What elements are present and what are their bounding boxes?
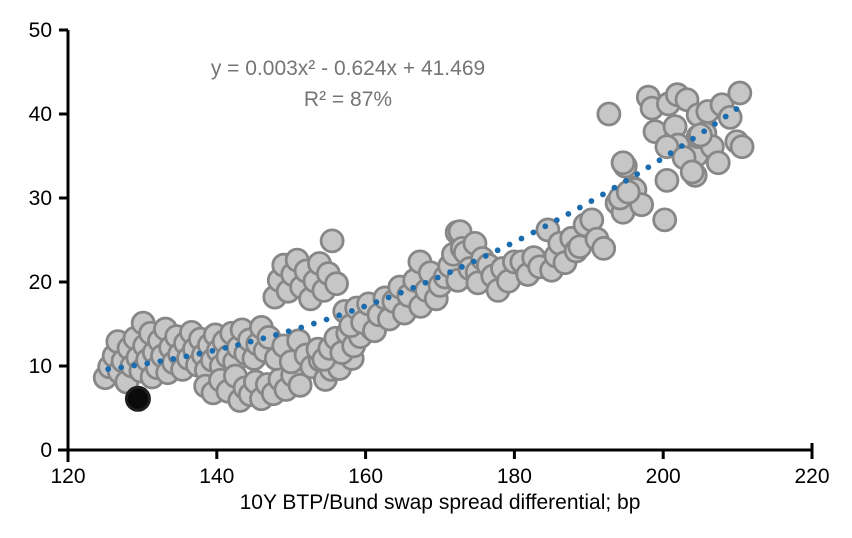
trendline-dot [576,204,583,211]
y-tick-label: 50 [29,19,52,42]
trendline-dot [565,210,572,217]
trendline-dot [183,353,190,360]
trendline-dot [506,241,513,248]
data-point [679,159,705,185]
trendline-dot [733,106,740,112]
data-point [729,134,755,160]
trendline-dot [235,341,241,348]
trendline-dot [144,360,151,367]
data-point [688,122,713,148]
trendline-dot [518,235,525,242]
trendline-dot [712,121,718,127]
trendline-dot [260,335,267,342]
trendline-dot [209,347,216,354]
trendline-dot [131,362,138,369]
data-point [596,101,622,127]
trendline-dot [634,171,641,178]
x-tick-label: 120 [50,465,85,488]
trendline-dot [611,184,618,191]
data-point [610,150,636,176]
x-axis-title: 10Y BTP/Bund swap spread differential; b… [239,491,641,514]
x-tick-label: 140 [199,465,234,488]
trendline-dot [690,135,696,142]
trendline-dot [298,324,305,331]
trendline-dot [410,284,417,291]
trendline-dot [398,289,404,296]
trendline-dot [285,328,292,335]
trendline-dot [118,364,125,371]
data-point [319,228,345,254]
trendline-dot [678,143,685,149]
data-point [615,179,641,205]
trendline-dot [530,229,537,236]
r-squared-text: R² = 87% [303,88,393,111]
data-point [324,271,349,297]
trendline-dot [310,320,317,327]
trendline-dot [385,294,392,301]
trendline-dot [542,223,549,230]
trendline-dot [459,264,465,270]
trendline-dot [623,177,629,184]
trendline-dot [105,366,112,373]
trendline-dot [348,308,355,314]
trendline-dot [361,303,368,310]
trendline-dot [336,312,343,319]
trendline-dot [553,217,560,224]
trendline-dot [222,344,229,351]
x-tick-label: 180 [497,465,532,488]
trendline-dot [667,150,674,157]
y-tick-label: 20 [29,271,52,294]
data-point [727,80,753,106]
scatter-points [92,80,755,413]
trendline-dot [422,279,429,286]
data-point [287,372,313,398]
trendline-dot [273,331,279,338]
trendline-dot [482,253,489,259]
data-point [654,167,680,193]
data-point [591,235,617,261]
trendline-dot [701,128,708,135]
equation-text: y = 0.003x² - 0.624x + 41.469 [210,57,486,80]
x-tick-label: 160 [348,465,383,488]
trendline-dot [247,338,254,345]
trendline-dot [373,299,380,305]
trendline-dot [447,269,453,276]
y-tick-label: 30 [29,187,52,210]
trendline-dot [170,355,177,362]
trendline-dot [645,164,652,171]
trendline-dot [323,316,330,323]
y-tick-label: 10 [29,355,52,378]
trendline [105,106,740,373]
x-tick-label: 220 [794,465,829,488]
data-point [652,207,678,233]
trendline-dot [656,157,663,164]
trendline-dot [434,274,441,281]
trendline-dot [600,191,606,198]
data-point [705,150,731,176]
trendline-dot [588,198,595,204]
trendline-dot [494,247,501,254]
trendline-dot [157,358,164,365]
trendline-annotation: y = 0.003x² - 0.624x + 41.469 R² = 87% [211,53,485,115]
highlighted-point [124,385,151,412]
trendline-dot [470,258,477,265]
y-tick-label: 40 [29,103,52,126]
y-tick-label: 0 [40,439,52,462]
trendline-dot [722,113,729,120]
x-tick-label: 200 [646,465,681,488]
trendline-dot [196,350,203,357]
